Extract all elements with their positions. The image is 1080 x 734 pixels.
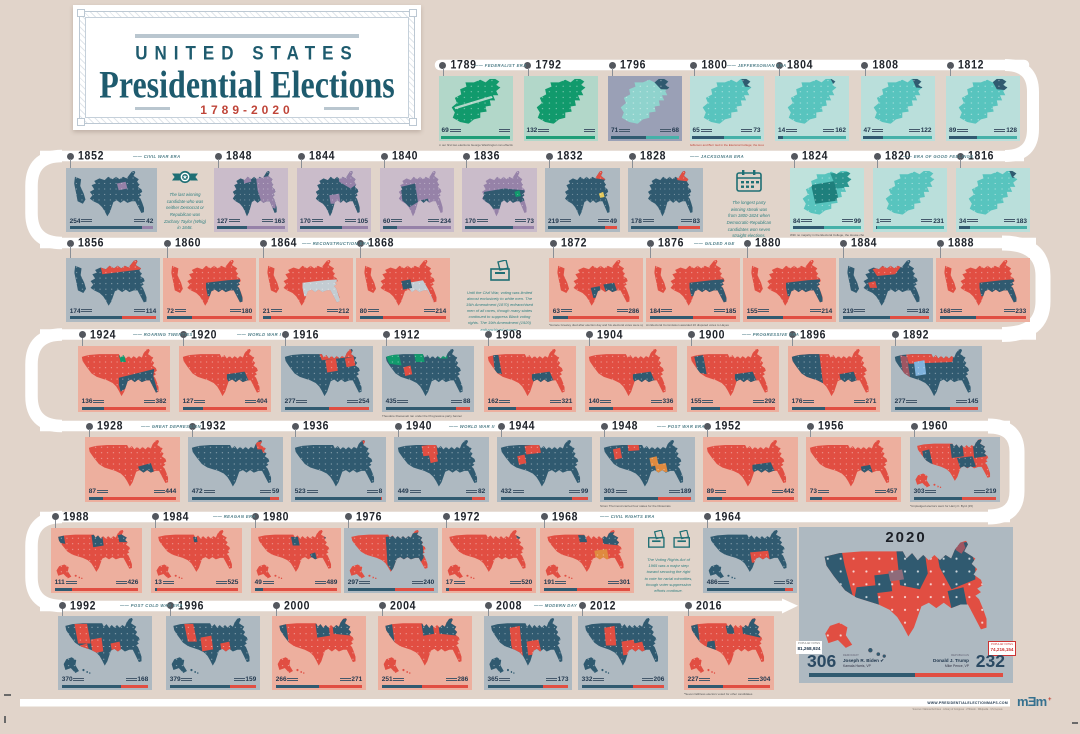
svg-text:★: ★ xyxy=(182,174,187,181)
